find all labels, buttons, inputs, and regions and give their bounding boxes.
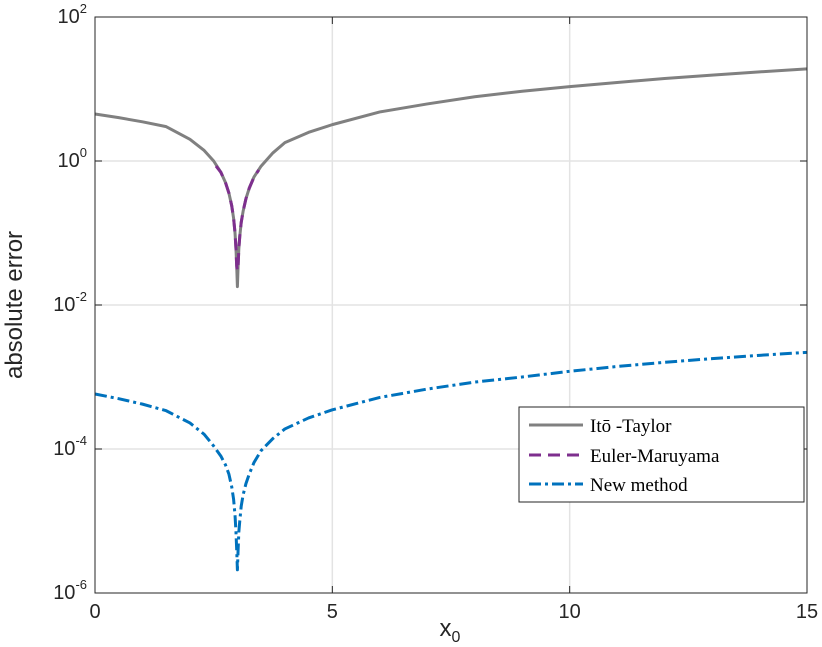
y-tick-label-exponent: -4 xyxy=(75,433,87,448)
x-tick-label: 10 xyxy=(559,601,581,623)
x-axis-label-subscript: 0 xyxy=(452,629,461,646)
y-tick-label-base: 10 xyxy=(58,6,80,28)
x-tick-label: 15 xyxy=(796,601,818,623)
x-axis-label-base: x xyxy=(440,615,452,642)
series-line-new-method xyxy=(94,350,808,572)
y-axis-label: absolute error xyxy=(1,231,28,379)
legend-item-euler-maruyama: Euler-Maruyama xyxy=(529,446,720,467)
legend-label-euler-maruyama: Euler-Maruyama xyxy=(590,446,720,467)
y-tick-label-base: 10 xyxy=(53,438,75,460)
y-tick-label-exponent: -2 xyxy=(75,289,87,304)
series-line-it-taylor xyxy=(94,67,808,289)
y-tick-label-base: 10 xyxy=(53,582,75,604)
series-lines xyxy=(94,67,808,572)
y-tick-label: 102 xyxy=(58,1,87,28)
y-tick-label-base: 10 xyxy=(58,150,80,172)
grid-lines xyxy=(95,17,807,593)
y-tick-label: 10-4 xyxy=(53,433,87,460)
y-tick-label-base: 10 xyxy=(53,294,75,316)
y-tick-label-exponent: 2 xyxy=(80,1,87,16)
legend-label-ito-taylor: Itō -Taylor xyxy=(590,416,672,437)
x-tick-label: 0 xyxy=(89,601,100,623)
legend-box xyxy=(518,406,805,503)
series-line-euler-maruyama xyxy=(214,165,260,273)
x-tick-label: 5 xyxy=(327,601,338,623)
legend: Itō -Taylor Euler-Maruyama New method xyxy=(518,406,805,503)
x-axis-label: x0 xyxy=(440,615,461,646)
legend-item-new-method: New method xyxy=(529,475,688,496)
y-tick-label-exponent: 0 xyxy=(80,145,87,160)
y-tick-label: 10-2 xyxy=(53,289,87,316)
legend-label-new-method: New method xyxy=(590,475,688,496)
legend-item-ito-taylor: Itō -Taylor xyxy=(529,416,672,437)
y-tick-label: 10-6 xyxy=(53,577,87,604)
y-tick-label: 100 xyxy=(58,145,87,172)
y-tick-label-exponent: -6 xyxy=(75,577,87,592)
